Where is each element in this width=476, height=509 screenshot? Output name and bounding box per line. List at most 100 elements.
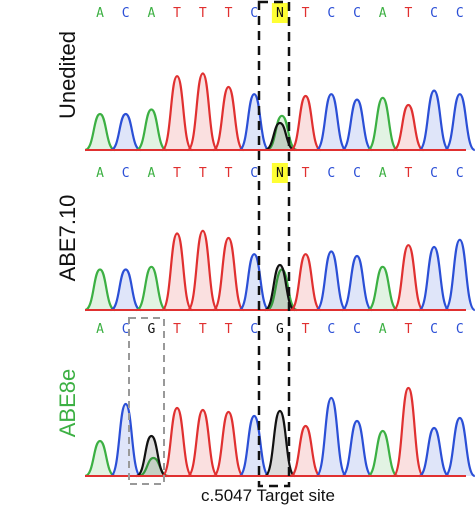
trace-peak xyxy=(186,229,219,312)
trace-peak xyxy=(212,236,245,312)
base-call: T xyxy=(302,166,310,181)
trace-peak xyxy=(341,419,373,478)
target-site-box xyxy=(257,0,291,488)
trace-peak xyxy=(84,112,116,152)
trace-peak xyxy=(161,75,194,152)
row-label-unedited: Unedited xyxy=(55,31,80,119)
target-site-caption: c.5047 Target site xyxy=(201,486,335,505)
ambiguous-base-highlight xyxy=(271,3,288,23)
base-call: T xyxy=(173,6,181,21)
base-call: C xyxy=(456,166,464,181)
trace-row-unedited xyxy=(84,72,476,152)
base-call: T xyxy=(199,6,207,21)
trace-peak xyxy=(186,72,219,152)
label-layer: A C A T T T C N T C C A T C C Unedited A C A T T T C N T C C A T C C AB… xyxy=(55,3,464,437)
base-call: T xyxy=(199,166,207,181)
trace-peak xyxy=(315,93,347,152)
base-call: A xyxy=(96,6,104,21)
trace-peak xyxy=(161,406,194,478)
row-label-abe710: ABE7.10 xyxy=(55,195,80,282)
base-call: G xyxy=(276,322,284,337)
trace-row-abe8e xyxy=(84,386,476,478)
trace-peak xyxy=(238,253,270,312)
base-call: C xyxy=(122,322,130,337)
trace-peak xyxy=(418,426,450,478)
trace-peak xyxy=(444,93,476,152)
trace-peak xyxy=(238,414,271,478)
base-call: C xyxy=(327,322,335,337)
base-call: C xyxy=(430,6,438,21)
base-call: T xyxy=(302,6,310,21)
trace-peak xyxy=(367,429,399,478)
trace-peak xyxy=(367,265,399,312)
base-call: T xyxy=(404,166,412,181)
annotation-boxes xyxy=(128,0,291,488)
trace-peak xyxy=(341,98,373,152)
base-call: T xyxy=(404,6,412,21)
base-call: C xyxy=(250,166,258,181)
base-call: T xyxy=(404,322,412,337)
trace-peak xyxy=(418,245,451,312)
trace-peak xyxy=(212,410,245,478)
base-call: C xyxy=(353,6,361,21)
trace-peak xyxy=(109,402,142,478)
base-call: A xyxy=(379,322,387,337)
trace-peak xyxy=(264,263,296,312)
trace-peak xyxy=(238,93,270,152)
base-call: C xyxy=(122,6,130,21)
trace-peak xyxy=(289,94,322,152)
trace-row-abe710 xyxy=(84,229,476,312)
base-call: C xyxy=(250,322,258,337)
base-call: T xyxy=(173,166,181,181)
base-call: C xyxy=(327,166,335,181)
trace-peak xyxy=(443,238,476,312)
trace-peak xyxy=(161,232,194,312)
trace-peak xyxy=(392,244,425,312)
trace-peak xyxy=(110,268,142,312)
base-call: C xyxy=(122,166,130,181)
trace-peak xyxy=(315,396,348,478)
base-call: A xyxy=(96,166,104,181)
trace-peak xyxy=(315,250,347,312)
base-call: A xyxy=(147,6,155,21)
trace-peak xyxy=(212,85,245,152)
trace-peak xyxy=(135,108,167,152)
base-call: C xyxy=(430,322,438,337)
base-call: A xyxy=(147,166,155,181)
bystander-site-box xyxy=(128,317,165,485)
base-call: C xyxy=(353,322,361,337)
base-call: T xyxy=(225,322,233,337)
base-call: C xyxy=(327,6,335,21)
trace-peak xyxy=(135,265,167,312)
trace-peak xyxy=(392,103,424,152)
trace-peak xyxy=(135,434,167,478)
trace-peak xyxy=(290,424,322,478)
trace-peak xyxy=(263,409,296,478)
trace-layer xyxy=(84,72,476,478)
row-label-abe8e: ABE8e xyxy=(55,369,80,438)
base-call: T xyxy=(199,322,207,337)
base-call: C xyxy=(430,166,438,181)
base-call: A xyxy=(96,322,104,337)
base-call: G xyxy=(147,322,155,337)
base-call: N xyxy=(276,166,284,181)
base-call: T xyxy=(302,322,310,337)
trace-peak xyxy=(444,416,476,478)
trace-peak xyxy=(186,408,219,478)
trace-peak xyxy=(110,112,142,152)
trace-peak xyxy=(289,253,322,312)
base-call: C xyxy=(456,6,464,21)
base-call: T xyxy=(225,6,233,21)
trace-peak xyxy=(84,268,116,312)
base-call: T xyxy=(173,322,181,337)
trace-peak xyxy=(392,386,425,478)
base-call: N xyxy=(276,6,284,21)
trace-peak xyxy=(341,254,373,312)
base-call: C xyxy=(353,166,361,181)
trace-peak xyxy=(418,89,451,152)
base-call: A xyxy=(379,166,387,181)
base-call: C xyxy=(250,6,258,21)
ambiguous-base-highlight xyxy=(271,163,288,183)
base-call: C xyxy=(456,322,464,337)
